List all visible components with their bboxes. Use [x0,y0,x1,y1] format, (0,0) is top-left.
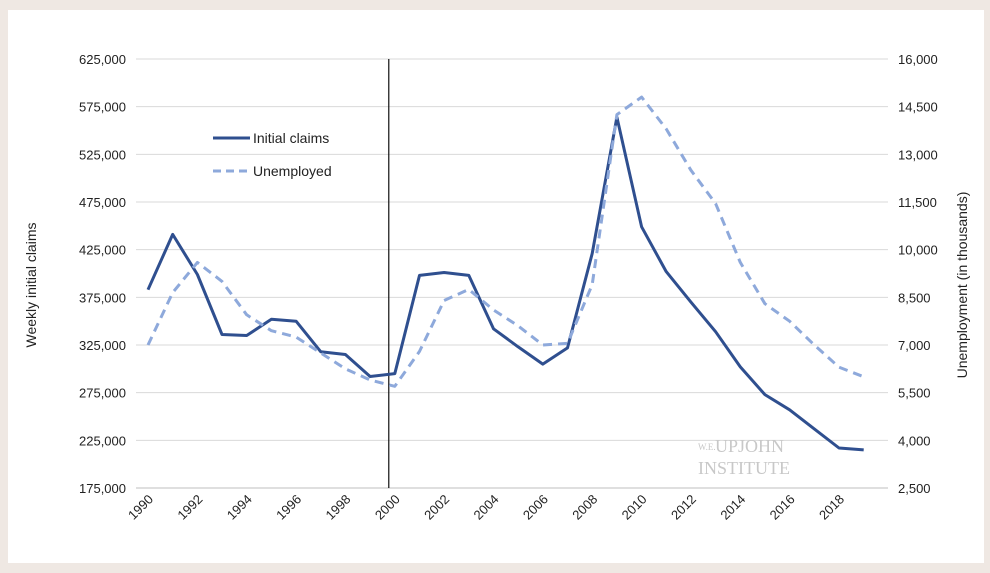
x-tick-label: 1992 [174,492,205,523]
right-tick-label: 5,500 [898,386,931,401]
left-tick-label: 175,000 [79,481,126,496]
left-tick-label: 225,000 [79,433,126,448]
x-tick-label: 2018 [816,492,847,523]
upjohn-watermark: W.E. UPJOHN INSTITUTE [698,436,790,478]
x-tick-label: 2000 [372,492,403,523]
x-axis-ticks: 1990 1992 1994 1996 1998 2000 2002 2004 2006 2008… [125,492,847,523]
right-tick-label: 16,000 [898,52,938,67]
x-tick-label: 1996 [273,492,304,523]
x-tick-label: 2004 [471,492,502,523]
x-tick-label: 2010 [619,492,650,523]
legend-label-initial-claims: Initial claims [253,130,329,146]
left-tick-label: 325,000 [79,338,126,353]
x-tick-label: 1998 [322,492,353,523]
line-chart: 175,000 225,000 275,000 325,000 375,000 425,0… [23,52,970,523]
watermark-line1: UPJOHN [715,436,784,456]
watermark-line2: INSTITUTE [698,458,790,478]
series-lines [146,95,865,452]
x-tick-label: 1994 [224,492,255,523]
right-tick-label: 8,500 [898,290,931,305]
left-tick-label: 475,000 [79,195,126,210]
left-tick-label: 275,000 [79,386,126,401]
x-tick-label: 2016 [767,492,798,523]
right-tick-label: 13,000 [898,147,938,162]
right-axis-label: Unemployment (in thousands) [954,192,970,379]
chart-frame: 175,000 225,000 275,000 325,000 375,000 425,0… [8,10,984,563]
x-tick-label: 2002 [421,492,452,523]
right-tick-label: 4,000 [898,433,931,448]
left-tick-label: 425,000 [79,243,126,258]
x-tick-label: 1990 [125,492,156,523]
x-tick-label: 2008 [569,492,600,523]
gridlines [136,58,888,441]
right-axis-ticks: 2,500 4,000 5,500 7,000 8,500 10,000 11,500 13,… [898,52,938,496]
right-tick-label: 2,500 [898,481,931,496]
legend-label-unemployed: Unemployed [253,163,332,179]
left-tick-label: 525,000 [79,147,126,162]
x-tick-label: 2006 [520,492,551,523]
x-tick-label: 2012 [668,492,699,523]
right-tick-label: 7,000 [898,338,931,353]
series-line-initial-claims [146,115,864,452]
right-tick-label: 14,500 [898,100,938,115]
left-tick-label: 375,000 [79,290,126,305]
right-tick-label: 11,500 [898,195,937,210]
left-axis-label: Weekly initial claims [23,223,39,348]
left-tick-label: 625,000 [79,52,126,67]
right-tick-label: 10,000 [898,243,938,258]
legend: Initial claims Unemployed [213,130,332,179]
left-axis-ticks: 175,000 225,000 275,000 325,000 375,000 425,0… [79,52,126,496]
watermark-prefix: W.E. [698,442,716,452]
left-tick-label: 575,000 [79,100,126,115]
x-tick-label: 2014 [717,492,748,523]
